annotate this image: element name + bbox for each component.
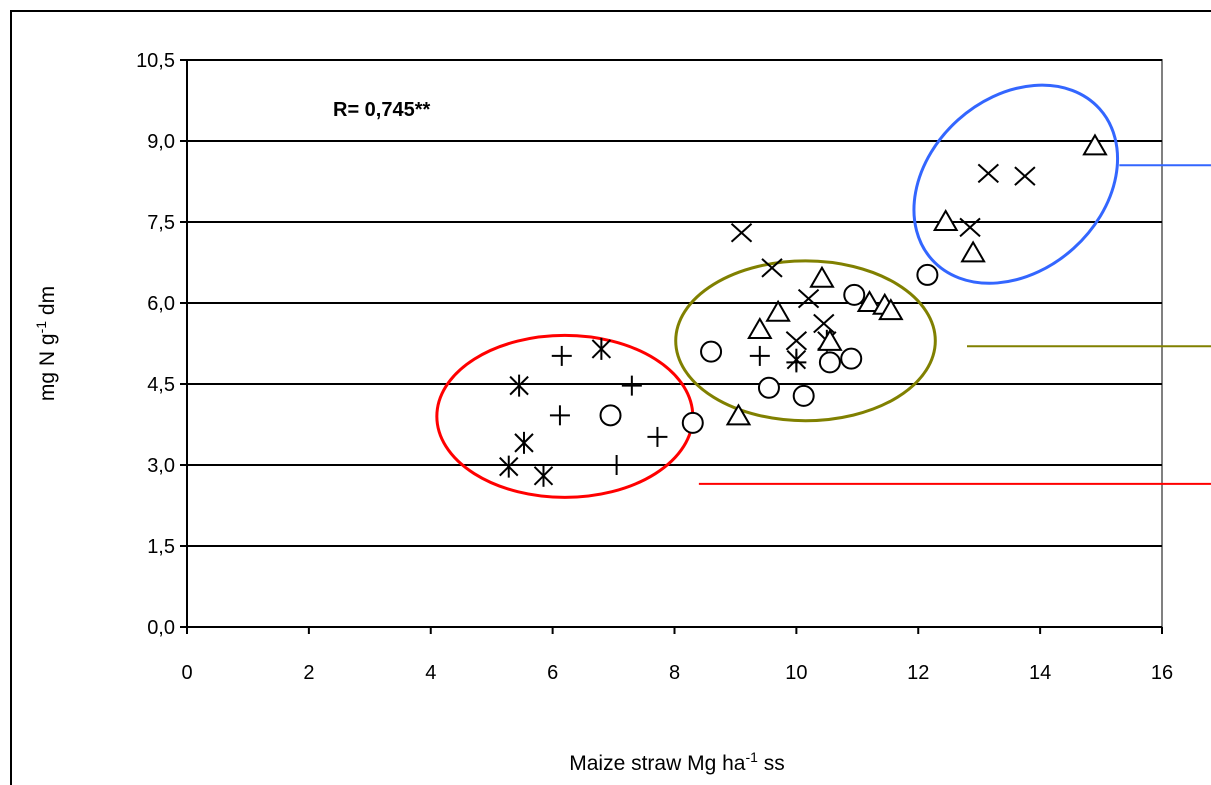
x-tick-label: 16 — [1151, 662, 1173, 684]
asterisk-point — [500, 456, 518, 478]
x-axis-title: Maize straw Mg ha-1 ss — [569, 749, 785, 775]
series-x — [732, 164, 1035, 349]
series-circle — [601, 265, 938, 433]
x-point — [814, 315, 834, 333]
x-point — [786, 332, 806, 350]
plus-point — [647, 427, 667, 447]
circle-point — [820, 352, 840, 372]
circle-point — [701, 342, 721, 362]
plus-point — [552, 346, 572, 366]
plus-point — [550, 405, 570, 425]
x-tick-label: 10 — [785, 662, 807, 684]
x-point — [978, 164, 998, 182]
plus-point — [786, 352, 806, 372]
circle-point — [917, 265, 937, 285]
y-tick-label: 7,5 — [147, 212, 175, 234]
x-point — [762, 259, 782, 277]
plus-point — [607, 455, 627, 475]
circle-point — [841, 349, 861, 369]
asterisk-point — [592, 338, 610, 360]
x-tick-label: 8 — [669, 662, 680, 684]
y-axis-title: mg N g-1 dm — [33, 286, 59, 401]
correlation-annotation: R= 0,745** — [333, 99, 431, 121]
asterisk-point — [515, 432, 533, 454]
asterisk-point — [534, 465, 552, 487]
x-tick-label: 12 — [907, 662, 929, 684]
x-point — [732, 224, 752, 242]
triangle-point — [727, 405, 749, 424]
circle-point — [844, 285, 864, 305]
x-tick-label: 4 — [425, 662, 436, 684]
triangle-point — [749, 319, 771, 338]
plus-point — [750, 346, 770, 366]
y-tick-label: 1,5 — [147, 536, 175, 558]
circle-point — [794, 386, 814, 406]
x-tick-label: 2 — [303, 662, 314, 684]
circle-point — [601, 405, 621, 425]
triangle-point — [811, 268, 833, 287]
circle-point — [759, 378, 779, 398]
x-tick-label: 6 — [547, 662, 558, 684]
group-ellipse-red — [437, 335, 693, 497]
x-tick-label: 14 — [1029, 662, 1051, 684]
y-tick-label: 10,5 — [136, 50, 175, 72]
y-tick-label: 9,0 — [147, 131, 175, 153]
y-tick-label: 3,0 — [147, 455, 175, 477]
x-point — [1015, 167, 1035, 185]
asterisk-point — [510, 375, 528, 397]
circle-point — [683, 413, 703, 433]
y-tick-label: 0,0 — [147, 617, 175, 639]
x-point — [799, 290, 819, 308]
triangle-point — [819, 331, 841, 350]
triangle-point — [935, 211, 957, 230]
triangle-point — [962, 242, 984, 261]
triangle-point — [767, 302, 789, 321]
y-tick-label: 6,0 — [147, 293, 175, 315]
triangle-point — [1084, 135, 1106, 154]
x-tick-label: 0 — [181, 662, 192, 684]
plus-point — [622, 376, 642, 396]
y-tick-label: 4,5 — [147, 374, 175, 396]
